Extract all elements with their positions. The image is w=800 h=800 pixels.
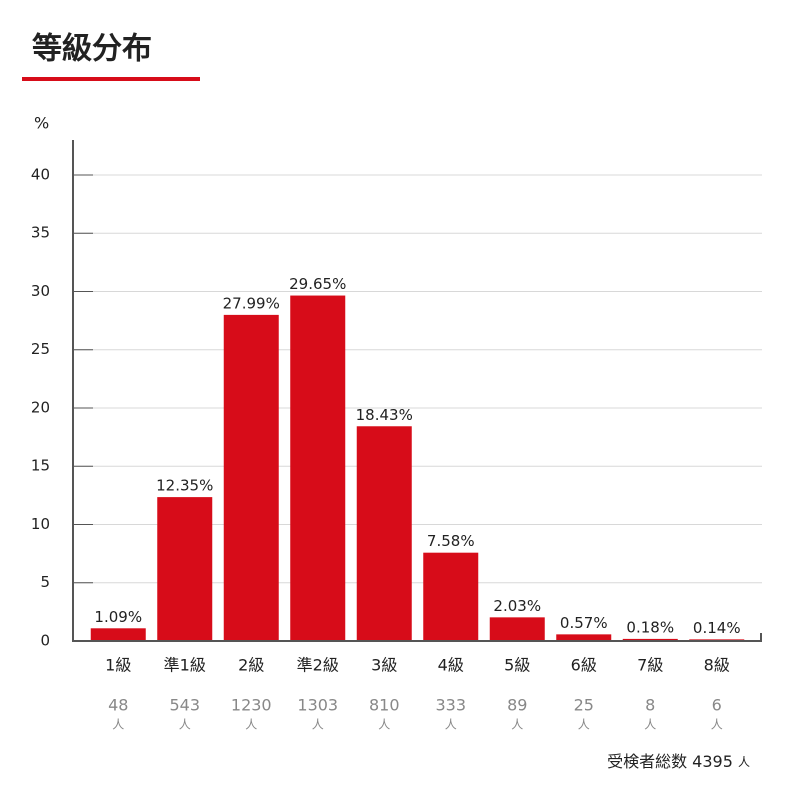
value-label: 29.65% bbox=[289, 275, 346, 293]
count: 89 bbox=[507, 696, 527, 715]
y-tick-label: 20 bbox=[31, 398, 50, 416]
y-tick-label: 35 bbox=[31, 224, 50, 242]
value-label: 1.09% bbox=[94, 608, 142, 626]
value-label: 27.99% bbox=[223, 294, 280, 312]
y-tick-label: 25 bbox=[31, 340, 50, 358]
count: 48 bbox=[108, 696, 128, 715]
y-tick-label: 40 bbox=[31, 165, 50, 183]
count: 810 bbox=[369, 696, 400, 715]
y-tick-label: 10 bbox=[31, 515, 50, 533]
value-label: 2.03% bbox=[493, 597, 541, 615]
y-tick-label: 0 bbox=[40, 632, 50, 650]
bar bbox=[622, 638, 678, 641]
x-tick-label: 7級 bbox=[637, 656, 663, 675]
value-label: 7.58% bbox=[427, 532, 475, 550]
total-value: 4395 bbox=[692, 752, 733, 771]
x-tick-label: 準2級 bbox=[297, 656, 339, 675]
count: 1303 bbox=[297, 696, 338, 715]
value-label: 12.35% bbox=[156, 477, 213, 495]
count-unit: 人 bbox=[378, 718, 390, 732]
count-unit: 人 bbox=[179, 718, 191, 732]
count-unit: 人 bbox=[445, 718, 457, 732]
bar bbox=[489, 617, 545, 641]
count-unit: 人 bbox=[245, 718, 257, 732]
value-label: 18.43% bbox=[356, 406, 413, 424]
y-tick-label: 30 bbox=[31, 282, 50, 300]
bar bbox=[423, 552, 479, 641]
bar bbox=[290, 295, 346, 641]
bar bbox=[90, 628, 146, 641]
total-unit: 人 bbox=[738, 755, 750, 769]
count-unit: 人 bbox=[511, 718, 523, 732]
count: 25 bbox=[574, 696, 594, 715]
bar bbox=[356, 426, 412, 641]
count-unit: 人 bbox=[112, 718, 124, 732]
count: 6 bbox=[712, 696, 722, 715]
x-tick-label: 5級 bbox=[504, 656, 530, 675]
x-tick-label: 準1級 bbox=[164, 656, 206, 675]
bar bbox=[223, 314, 279, 641]
title-underline bbox=[22, 77, 200, 81]
x-tick-label: 2級 bbox=[238, 656, 264, 675]
value-label: 0.57% bbox=[560, 614, 608, 632]
chart-title: 等級分布 bbox=[32, 32, 152, 67]
y-tick-label: 15 bbox=[31, 457, 50, 475]
bar bbox=[556, 634, 612, 641]
count-unit: 人 bbox=[312, 718, 324, 732]
bar bbox=[157, 497, 213, 641]
count: 543 bbox=[169, 696, 200, 715]
count: 333 bbox=[435, 696, 466, 715]
count: 8 bbox=[645, 696, 655, 715]
count: 1230 bbox=[231, 696, 272, 715]
value-label: 0.14% bbox=[693, 619, 741, 637]
x-tick-label: 1級 bbox=[105, 656, 131, 675]
x-tick-label: 8級 bbox=[704, 656, 730, 675]
y-tick-label: 5 bbox=[40, 573, 50, 591]
y-axis-label: % bbox=[34, 114, 49, 133]
x-tick-label: 4級 bbox=[438, 656, 464, 675]
count-unit: 人 bbox=[644, 718, 656, 732]
value-label: 0.18% bbox=[626, 618, 674, 636]
total-label: 受検者総数 bbox=[607, 752, 687, 771]
x-tick-label: 6級 bbox=[571, 656, 597, 675]
x-tick-label: 3級 bbox=[371, 656, 397, 675]
count-unit: 人 bbox=[711, 718, 723, 732]
total: 受検者総数 4395 人 bbox=[607, 752, 750, 771]
count-unit: 人 bbox=[578, 718, 590, 732]
